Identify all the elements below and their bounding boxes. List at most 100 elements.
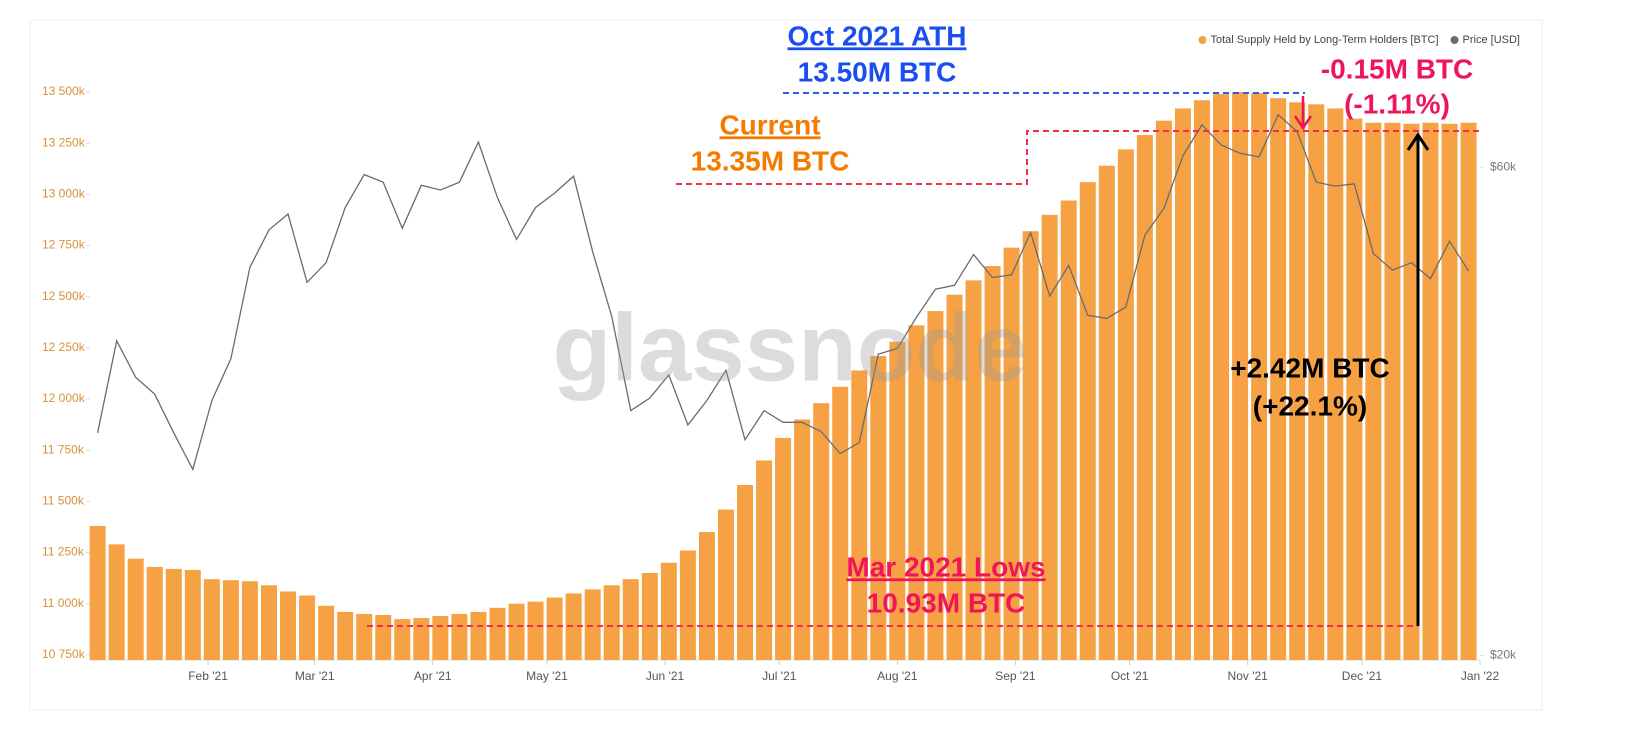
bar: [1117, 149, 1134, 660]
bar: [146, 566, 163, 660]
bar: [318, 605, 335, 660]
bar: [527, 601, 544, 660]
bar: [851, 370, 868, 660]
x-tick-label: Nov '21: [1228, 669, 1269, 683]
bar: [1079, 182, 1096, 660]
annotation: 10.93M BTC: [867, 587, 1026, 618]
legend-swatch: [1198, 36, 1207, 44]
y-tick-label: 11 750k: [42, 442, 85, 456]
bar: [698, 532, 715, 660]
bar: [470, 611, 487, 660]
bar: [1346, 118, 1363, 660]
bar: [927, 311, 944, 660]
x-tick-label: Apr '21: [414, 669, 452, 683]
bar: [1174, 108, 1191, 660]
y-tick-label: 12 000k: [42, 391, 86, 405]
bar: [641, 573, 658, 660]
x-tick-label: Jun '21: [646, 669, 685, 683]
y2-tick-label: $20k: [1490, 648, 1517, 662]
y-tick-label: 10 750k: [42, 647, 86, 661]
bar: [1098, 165, 1115, 661]
annotation: 13.35M BTC: [691, 145, 850, 176]
bar: [660, 562, 677, 660]
bar: [1251, 93, 1268, 660]
bar: [1003, 247, 1020, 660]
bar: [1384, 122, 1401, 660]
legend: Price [USD] Total Supply Held by Long-Ter…: [1198, 34, 1520, 46]
bar: [413, 618, 430, 660]
price-line: [96, 113, 1470, 472]
bar: [984, 266, 1001, 660]
bar: [127, 558, 144, 660]
bar: [1022, 231, 1039, 660]
bar: [222, 580, 239, 660]
bar: [1136, 135, 1153, 660]
bar: [89, 525, 106, 660]
bar: [165, 568, 182, 660]
bar: [1289, 102, 1306, 661]
bar: [1194, 100, 1210, 660]
y-tick-label: 11 000k: [42, 596, 85, 610]
bar: [375, 614, 392, 660]
bar: [1308, 104, 1325, 660]
x-tick-label: Sep '21: [995, 669, 1036, 683]
x-tick-label: Jul '21: [762, 669, 797, 683]
legend-label: Price [USD]: [1463, 34, 1520, 46]
bar: [108, 544, 125, 660]
bar: [184, 569, 201, 660]
x-tick-label: Dec '21: [1342, 669, 1383, 683]
legend-label: Total Supply Held by Long-Term Holders […: [1210, 34, 1438, 46]
annotation: Oct 2021 ATH: [788, 20, 967, 51]
bar: [603, 585, 620, 660]
bar: [908, 325, 925, 660]
bar: [299, 595, 316, 660]
plot: 10 750k 11 000k 11 250k 11 500k 11 750k 12 00…: [42, 84, 1517, 683]
bar: [813, 403, 830, 660]
current-line: [676, 130, 1480, 185]
bar: [1422, 122, 1439, 660]
y-tick-label: 13 000k: [42, 187, 86, 201]
bar: [946, 294, 963, 660]
bar: [203, 579, 220, 660]
gain-arrow-head: [1406, 132, 1430, 151]
y-tick-label: 12 500k: [42, 289, 86, 303]
bar: [1460, 122, 1477, 660]
bar: [356, 613, 373, 660]
bar: [1041, 214, 1058, 660]
x-tick-label: Mar '21: [295, 669, 335, 683]
y-tick-label: 12 750k: [42, 238, 86, 252]
bar: [1060, 200, 1077, 661]
annotation: (+22.1%): [1253, 390, 1367, 421]
bar: [546, 597, 563, 660]
bar: [679, 550, 696, 660]
annotation: 13.50M BTC: [798, 56, 957, 87]
bar: [337, 611, 354, 660]
bar: [1327, 108, 1344, 660]
bar: [394, 619, 411, 660]
x-tick-label: Aug '21: [877, 669, 918, 683]
bar: [717, 509, 734, 660]
bar: [870, 356, 887, 660]
annotation: -0.15M BTC: [1321, 53, 1473, 84]
y-tick-label: 11 500k: [42, 494, 85, 508]
bar: [1365, 122, 1382, 660]
bar: [737, 485, 754, 660]
bar: [889, 341, 906, 660]
bar: [489, 607, 506, 660]
bar: [260, 585, 277, 660]
annotation: Mar 2021 Lows: [846, 551, 1045, 582]
bar: [1441, 123, 1458, 661]
y-tick-label: 11 250k: [42, 545, 85, 559]
annotation: +2.42M BTC: [1230, 352, 1390, 383]
y-tick-label: 12 250k: [42, 340, 86, 354]
x-tick-label: Jan '22: [1461, 669, 1500, 683]
bar: [1155, 120, 1172, 661]
bar: [622, 579, 639, 660]
bar: [1213, 94, 1230, 660]
bar: [775, 437, 792, 660]
x-tick-label: May '21: [526, 669, 568, 683]
legend-swatch: [1450, 36, 1459, 44]
bar: [565, 593, 582, 660]
bar: [832, 386, 849, 660]
